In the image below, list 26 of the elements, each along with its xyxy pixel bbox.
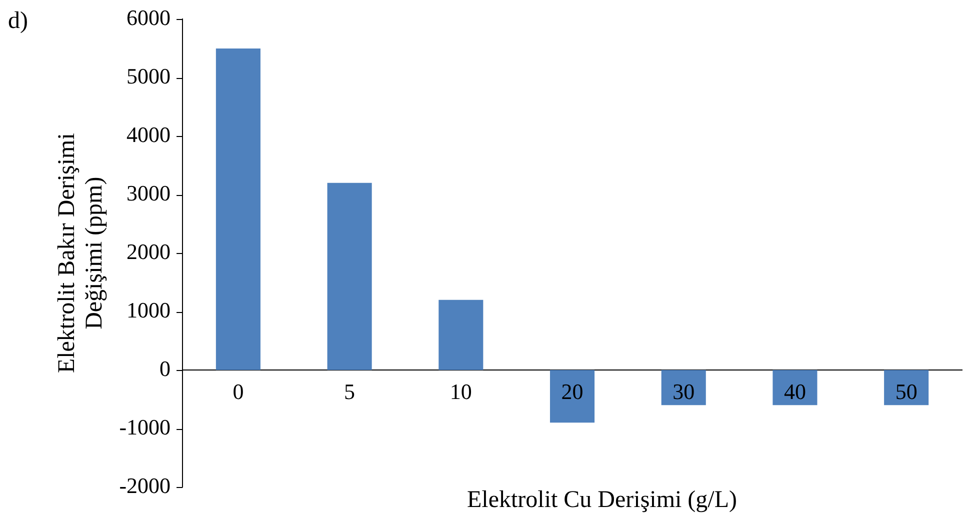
- x-tick-label: 10: [450, 378, 472, 404]
- x-tick-label: 50: [895, 378, 918, 404]
- x-tick-label: 0: [232, 378, 244, 404]
- x-axis-title: Elektrolit Cu Derişimi (g/L): [466, 487, 738, 514]
- y-tick-label: 2000: [126, 238, 171, 264]
- y-tick-label: 6000: [126, 4, 171, 30]
- y-tick-label: 1000: [126, 297, 171, 322]
- y-tick-label: 4000: [126, 122, 171, 147]
- x-tick-label: 20: [561, 378, 584, 404]
- x-tick-label: 5: [344, 378, 356, 404]
- y-tick-label: -1000: [119, 414, 171, 440]
- x-tick-label: 30: [672, 378, 695, 404]
- y-tick-label: 5000: [126, 63, 171, 88]
- y-axis-title: Elektrolit Bakır Derişimi Değişimi (ppm): [54, 132, 108, 374]
- bar: [438, 300, 484, 370]
- y-tick-label: -2000: [119, 472, 171, 498]
- y-tick-label: 3000: [126, 180, 171, 206]
- y-tick-label: 0: [160, 356, 171, 381]
- bar: [550, 370, 595, 423]
- text: d): [8, 8, 28, 35]
- bar: [884, 370, 929, 406]
- bar: [772, 370, 818, 406]
- bar: [216, 48, 260, 370]
- bar: [327, 182, 372, 370]
- bar: [661, 370, 706, 406]
- x-tick-label: 40: [784, 378, 806, 404]
